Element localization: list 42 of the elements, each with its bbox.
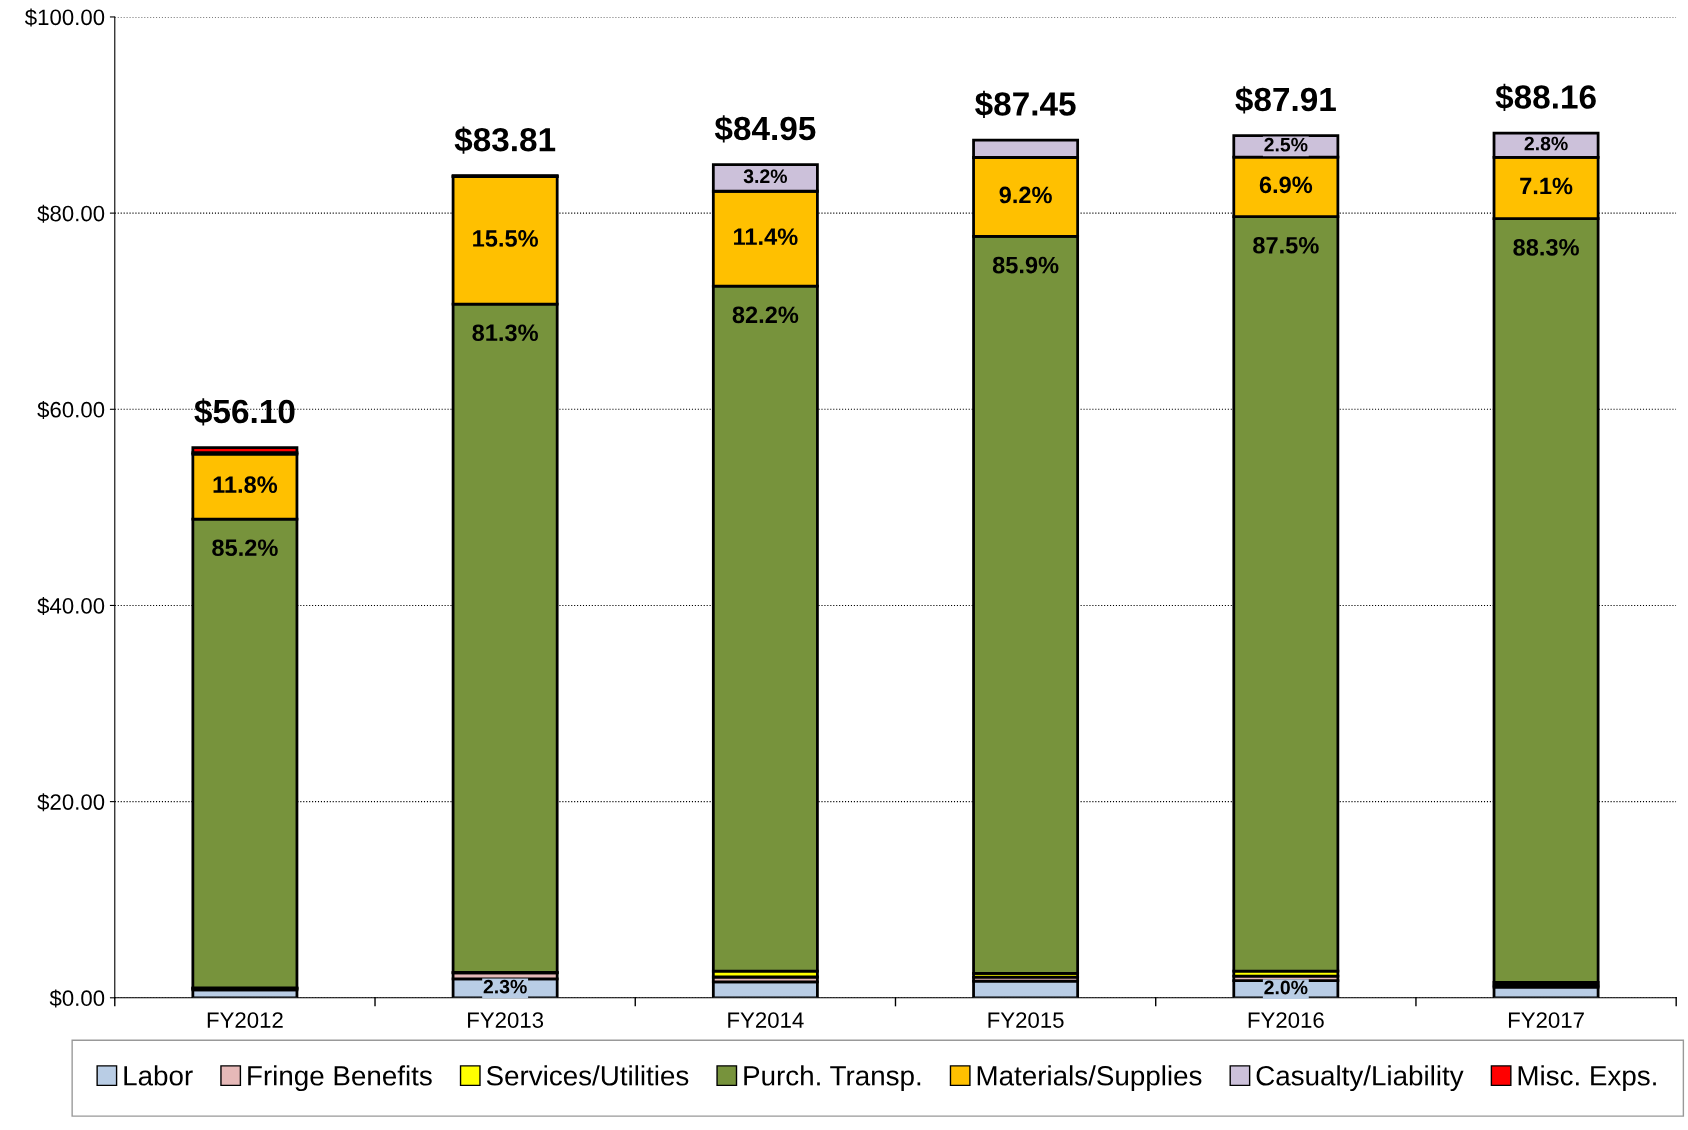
total-label: $87.91 (1235, 86, 1336, 114)
legend-label: Fringe Benefits (248, 1065, 432, 1092)
annotation: 2.8% (1524, 136, 1568, 151)
total-label: $56.10 (194, 398, 295, 426)
total-label: $88.16 (1495, 83, 1596, 111)
y-tick-label: $40.00 (37, 597, 105, 616)
annotation: 2.5% (1264, 137, 1308, 152)
x-tick-label: FY2012 (207, 1012, 283, 1028)
annotation: 15.5% (473, 230, 538, 247)
annotation: 82.2% (732, 306, 799, 324)
y-tick-label: $100.00 (24, 8, 105, 27)
y-tick-label: $80.00 (37, 204, 105, 223)
x-tick-label: FY2016 (1248, 1012, 1324, 1028)
annotation: 81.3% (472, 324, 538, 342)
y-tick-label: $0.00 (49, 989, 105, 1008)
annotation: 6.9% (1259, 176, 1313, 194)
y-tick-label: $60.00 (37, 400, 105, 419)
x-tick-label: FY2017 (1508, 1012, 1584, 1028)
annotation: 88.3% (1513, 238, 1579, 256)
annotation: 85.9% (992, 256, 1059, 274)
x-tick-label: FY2015 (988, 1012, 1064, 1028)
legend-label: Purch. Transp. (744, 1065, 921, 1092)
x-tick-label: FY2013 (468, 1012, 544, 1028)
legend-label: Casualty/Liability (1256, 1065, 1464, 1092)
annotation: 7.1% (1520, 177, 1573, 195)
annotation: 2.0% (1264, 980, 1308, 995)
annotation: 2.3% (483, 979, 527, 994)
annotation: 85.2% (212, 539, 278, 557)
annotation: 11.8% (213, 476, 278, 494)
total-label: $87.45 (975, 90, 1076, 118)
legend-label: Misc. Exps. (1518, 1065, 1656, 1092)
annotation: 11.4% (734, 228, 798, 246)
legend-label: Services/Utilities (486, 1065, 689, 1086)
legend-label: Materials/Supplies (977, 1065, 1202, 1092)
total-label: $83.81 (454, 126, 556, 154)
x-tick-label: FY2014 (728, 1012, 804, 1028)
annotation: 9.2% (999, 186, 1052, 204)
total-label: $84.95 (714, 115, 816, 143)
annotation: 87.5% (1253, 236, 1319, 254)
annotation: 3.2% (743, 169, 788, 184)
y-tick-label: $20.00 (37, 793, 105, 812)
legend-label: Labor (124, 1065, 193, 1086)
